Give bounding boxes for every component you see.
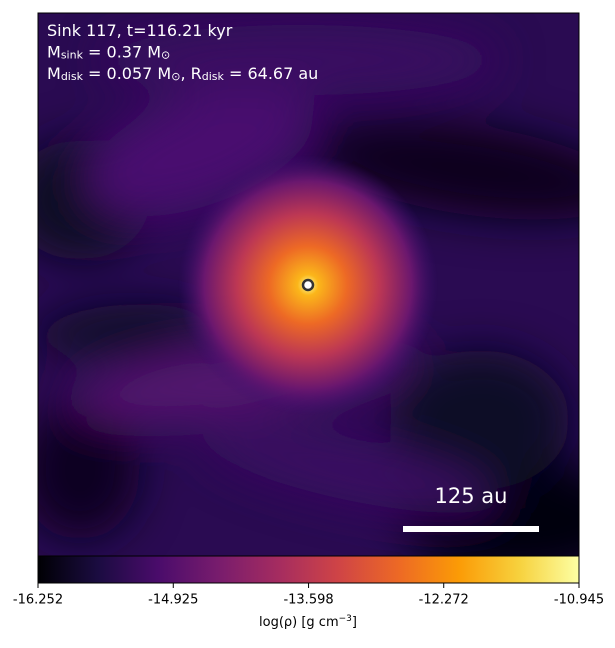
text-segment: ] — [352, 615, 357, 630]
text-segment: = 0.057 M — [83, 64, 171, 83]
colorbar — [37, 555, 580, 584]
sink-marker — [301, 278, 315, 292]
text-segment: M — [47, 42, 61, 61]
tick-label: -14.925 — [148, 593, 198, 608]
tick-label: -16.252 — [13, 593, 63, 608]
scale-bar-label: 125 au — [435, 484, 508, 508]
text-segment: log(ρ) [g cm — [259, 615, 339, 630]
tick-label: -10.945 — [554, 593, 604, 608]
text-segment: ⊙ — [171, 70, 180, 83]
scale-bar — [403, 526, 539, 532]
annotation: Msink = 0.37 M⊙ — [47, 42, 170, 61]
text-segment: , R — [180, 64, 201, 83]
text-segment: = 0.37 M — [83, 42, 161, 61]
density-map — [38, 13, 579, 556]
text-segment: sink — [61, 48, 84, 61]
annotation: Sink 117, t=116.21 kyr — [47, 21, 233, 40]
text-segment: disk — [61, 70, 84, 83]
annotation: Mdisk = 0.057 M⊙, Rdisk = 64.67 au — [47, 64, 318, 83]
text-segment: M — [47, 64, 61, 83]
colorbar-ticks: -16.252 -14.925 -13.598 -12.272 -10.945 — [13, 583, 604, 608]
text-segment: = 64.67 au — [224, 64, 318, 83]
text-segment: ⊙ — [161, 48, 170, 61]
text-segment: −3 — [339, 614, 352, 624]
text-segment: disk — [202, 70, 225, 83]
tick-label: -12.272 — [419, 593, 469, 608]
tick-label: -13.598 — [283, 593, 333, 608]
colorbar-label: log(ρ) [g cm−3] — [259, 614, 357, 629]
text-segment: Sink 117, t=116.21 kyr — [47, 21, 233, 40]
